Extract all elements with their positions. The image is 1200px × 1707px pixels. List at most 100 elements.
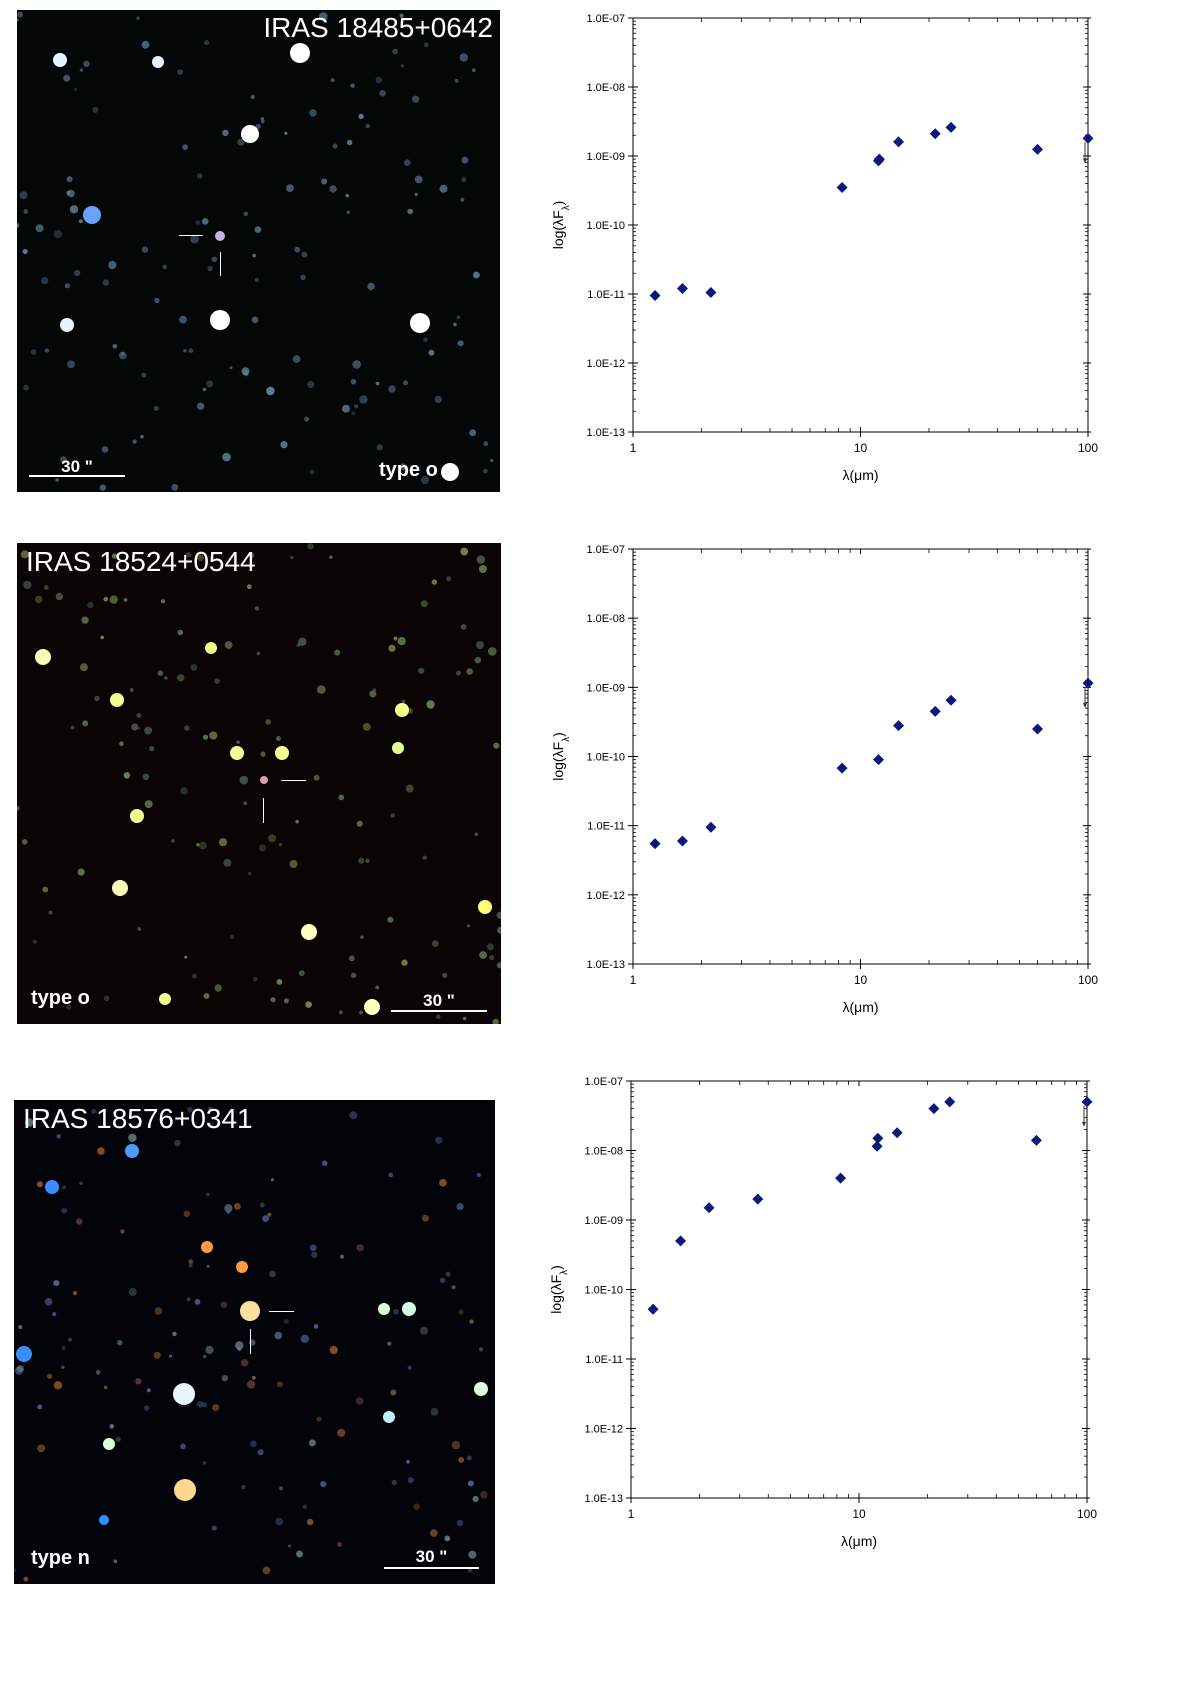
faint-star	[407, 1365, 412, 1370]
source-name-1: IRAS 18485+0642	[263, 12, 493, 43]
faint-star	[279, 1486, 283, 1491]
star-field-2	[17, 543, 501, 1024]
data-point	[1082, 132, 1094, 144]
scale-bar-1	[29, 475, 125, 477]
x-tick-label: 1	[630, 973, 637, 987]
type-label-1: type o	[379, 459, 438, 481]
faint-star	[388, 1172, 394, 1178]
faint-star	[292, 355, 301, 363]
faint-star	[284, 131, 288, 135]
faint-star	[338, 794, 345, 801]
faint-star	[430, 1529, 438, 1537]
faint-star	[128, 1133, 137, 1142]
faint-star	[275, 736, 281, 741]
faint-star	[458, 1457, 465, 1463]
faint-star	[23, 580, 32, 590]
faint-star	[164, 676, 168, 680]
faint-star	[143, 1405, 150, 1411]
faint-star	[478, 1347, 484, 1352]
faint-star	[460, 547, 469, 556]
faint-star	[79, 1181, 83, 1185]
faint-star	[317, 685, 326, 694]
faint-star	[430, 1408, 439, 1416]
faint-star	[67, 360, 75, 369]
faint-star	[352, 360, 362, 369]
faint-star	[72, 1291, 78, 1296]
faint-star	[191, 973, 197, 979]
faint-star	[144, 800, 153, 809]
faint-star	[300, 1334, 310, 1343]
faint-star	[171, 483, 179, 491]
faint-star	[412, 95, 420, 103]
data-point	[835, 1172, 847, 1184]
x-tick-label: 100	[1077, 1507, 1097, 1521]
faint-star	[149, 746, 155, 752]
faint-star	[254, 606, 260, 611]
faint-star	[161, 599, 166, 604]
faint-star	[211, 1525, 217, 1531]
faint-star	[201, 218, 209, 225]
y-tick-label: 1.0E-13	[584, 1493, 623, 1505]
faint-star	[289, 860, 298, 868]
data-point	[1032, 723, 1044, 735]
faint-star	[413, 1503, 420, 1510]
faint-star	[476, 555, 485, 564]
faint-star	[101, 446, 109, 453]
faint-star	[154, 297, 160, 303]
data-point	[893, 720, 905, 732]
faint-star	[268, 834, 277, 843]
faint-star	[18, 1325, 23, 1330]
x-tick-label: 1	[628, 1507, 635, 1521]
faint-star	[24, 1118, 34, 1127]
faint-star	[316, 1416, 322, 1422]
faint-star	[64, 283, 70, 289]
faint-star	[174, 1139, 181, 1147]
faint-star	[66, 176, 73, 183]
faint-star	[467, 1568, 473, 1573]
faint-star	[444, 1535, 451, 1542]
faint-star	[61, 1346, 66, 1350]
faint-star	[442, 972, 448, 978]
target-marker-h-2	[281, 780, 306, 781]
faint-star	[119, 741, 124, 747]
faint-star	[283, 1319, 289, 1325]
faint-star	[337, 1428, 346, 1437]
faint-star	[359, 1010, 363, 1015]
faint-star	[274, 1331, 283, 1340]
data-point	[929, 128, 941, 140]
faint-star	[480, 1491, 488, 1499]
faint-star	[486, 943, 494, 951]
faint-star	[252, 253, 256, 258]
faint-star	[309, 1244, 317, 1252]
faint-star	[188, 348, 194, 354]
faint-star	[492, 1018, 499, 1024]
plot-frame	[630, 1080, 1088, 1499]
y-tick-label: 1.0E-10	[586, 220, 625, 232]
scale-bar-2	[391, 1010, 487, 1012]
faint-star	[339, 1254, 345, 1259]
faint-star	[345, 194, 349, 198]
faint-star	[278, 843, 283, 847]
star-field-1	[17, 11, 494, 491]
faint-star	[184, 955, 188, 959]
faint-star	[359, 395, 368, 404]
faint-star	[350, 379, 357, 385]
faint-star	[201, 1402, 208, 1408]
faint-star	[421, 1214, 429, 1222]
faint-star	[206, 380, 214, 388]
faint-star	[42, 886, 49, 893]
faint-star	[254, 226, 262, 234]
faint-star	[261, 119, 265, 124]
faint-star	[461, 177, 467, 183]
faint-star	[342, 404, 350, 413]
faint-star	[350, 83, 355, 88]
faint-star	[19, 191, 28, 200]
data-point	[929, 705, 941, 717]
faint-star	[423, 337, 428, 343]
faint-star	[70, 725, 75, 730]
faint-star	[129, 688, 134, 692]
faint-star	[479, 951, 487, 959]
faint-star	[187, 1106, 193, 1113]
faint-star	[467, 1480, 474, 1487]
faint-star	[485, 24, 490, 29]
